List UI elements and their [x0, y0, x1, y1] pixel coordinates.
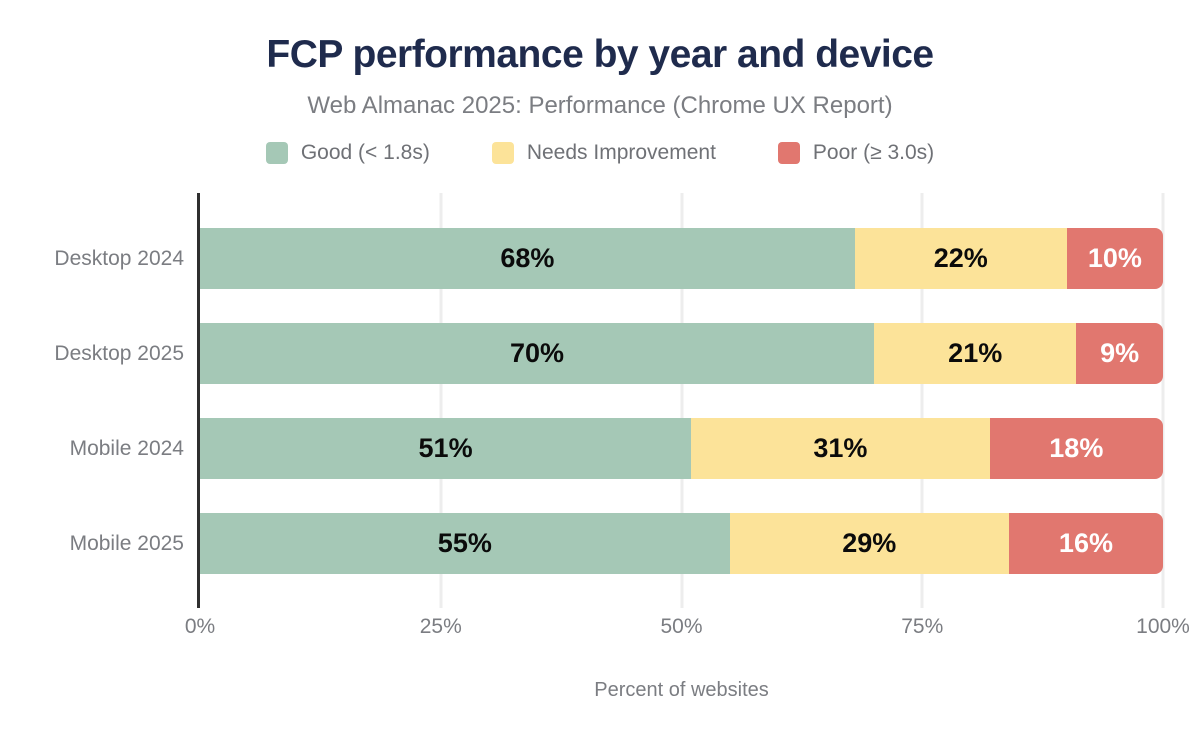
- x-axis-ticks: 0% 25% 50% 75% 100%: [185, 615, 1190, 641]
- legend-label-good: Good (< 1.8s): [300, 141, 430, 164]
- legend-item-poor: Poor (≥ 3.0s): [777, 141, 935, 165]
- x-tick-0: 0%: [184, 615, 216, 638]
- stacked-bar: 68% 22% 10%: [200, 228, 1163, 289]
- stacked-bar: 51% 31% 18%: [200, 418, 1163, 479]
- chart-subtitle: Web Almanac 2025: Performance (Chrome UX…: [307, 92, 893, 119]
- bar-segment-needs-improvement: 29%: [729, 513, 1009, 574]
- chart-title: FCP performance by year and device: [266, 33, 934, 76]
- category-label: Desktop 2025: [54, 341, 184, 365]
- bar-segment-poor: 16%: [1008, 513, 1163, 574]
- bar-segment-needs-improvement: 21%: [874, 323, 1077, 384]
- bar-row-3: Mobile 2024 51% 31% 18%: [70, 418, 1163, 479]
- stacked-bar: 55% 29% 16%: [200, 513, 1163, 574]
- bar-segment-good: 55%: [200, 513, 730, 574]
- legend-swatch-good: [265, 142, 288, 164]
- x-tick-100: 100%: [1136, 615, 1190, 638]
- gridline-100: [1161, 193, 1165, 608]
- bar-segment-poor: 10%: [1066, 228, 1163, 289]
- plot-area: Desktop 2024 68% 22% 10% Desktop 2025 70% 21% 9…: [54, 193, 1165, 608]
- gridline-50: [680, 193, 683, 608]
- bar-segment-needs-improvement: 22%: [854, 228, 1067, 289]
- x-tick-25: 25%: [419, 615, 462, 638]
- category-label: Mobile 2024: [69, 436, 184, 460]
- bar-segment-good: 51%: [200, 418, 692, 479]
- bar-row-4: Mobile 2025 55% 29% 16%: [70, 513, 1163, 574]
- bar-segment-needs-improvement: 31%: [691, 418, 990, 479]
- bar-segment-good: 70%: [200, 323, 875, 384]
- x-tick-50: 50%: [660, 615, 703, 638]
- legend-item-needs-improvement: Needs Improvement: [491, 141, 716, 165]
- legend: Good (< 1.8s) Needs Improvement Poor (≥ 3.…: [0, 141, 1200, 165]
- bar-segment-poor: 9%: [1076, 323, 1163, 384]
- stacked-bar: 70% 21% 9%: [200, 323, 1163, 384]
- bar-segment-good: 68%: [200, 228, 855, 289]
- legend-item-good: Good (< 1.8s): [265, 141, 430, 165]
- y-axis-line: [197, 193, 200, 608]
- category-label: Desktop 2024: [54, 246, 184, 270]
- category-label: Mobile 2025: [69, 531, 184, 555]
- legend-label-poor: Poor (≥ 3.0s): [812, 141, 935, 164]
- legend-label-needs-improvement: Needs Improvement: [526, 141, 716, 164]
- bar-row-2: Desktop 2025 70% 21% 9%: [54, 323, 1163, 384]
- gridline-75: [920, 193, 924, 608]
- bar-segment-poor: 18%: [989, 418, 1163, 479]
- bar-row-1: Desktop 2024 68% 22% 10%: [54, 228, 1163, 289]
- x-tick-75: 75%: [901, 615, 944, 638]
- gridline-25: [439, 193, 443, 608]
- legend-swatch-needs-improvement: [491, 142, 514, 164]
- x-axis-label: Percent of websites: [594, 679, 769, 701]
- legend-swatch-poor: [777, 142, 800, 164]
